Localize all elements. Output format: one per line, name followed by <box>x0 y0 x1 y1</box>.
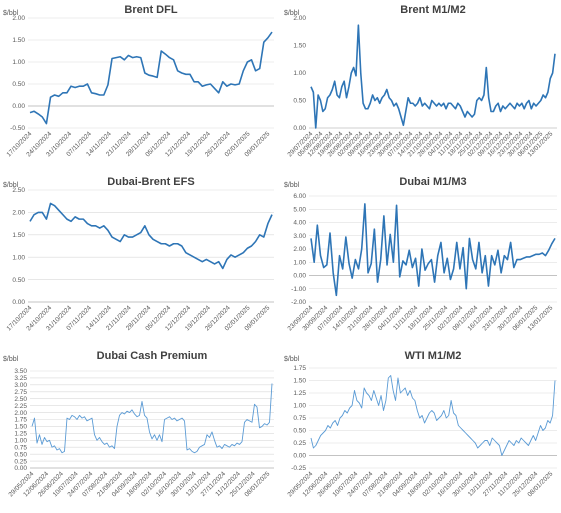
chart-panel: Brent M1/M2 $/bbl 0.00 0.50 1.00 1.50 2.00 29/0… <box>281 0 561 170</box>
y-unit-label: $/bbl <box>284 356 300 363</box>
y-tick-label: 1.00 <box>293 259 306 266</box>
y-tick-label: 3.00 <box>293 233 306 240</box>
y-tick-label: 0.25 <box>293 440 306 447</box>
y-tick-label: 0.00 <box>12 299 25 306</box>
series-line <box>310 375 556 456</box>
y-tick-label: 0.00 <box>293 125 306 132</box>
y-tick-label: 0.75 <box>14 444 27 451</box>
y-tick-label: 5.00 <box>293 206 306 213</box>
chart-svg: WTI M1/M2 $/bbl -0.25 0.00 0.25 0.50 0.75 1.00 1… <box>284 350 557 498</box>
chart-panel: Dubai-Brent EFS $/bbl 0.00 0.50 1.00 1.50 2.00… <box>0 172 280 342</box>
y-tick-label: 1.00 <box>12 254 25 261</box>
y-tick-label: 3.50 <box>14 368 27 375</box>
y-tick-label: 2.00 <box>293 15 306 22</box>
y-tick-label: 2.50 <box>14 396 27 403</box>
y-tick-label: 1.50 <box>293 43 306 50</box>
chart-title: Brent DFL <box>124 4 177 16</box>
chart-title: WTI M1/M2 <box>405 350 462 362</box>
series-line <box>310 24 556 129</box>
y-tick-label: 2.00 <box>12 210 25 217</box>
y-tick-label: 1.50 <box>12 37 25 44</box>
y-tick-label: 1.50 <box>293 378 306 385</box>
y-tick-label: 0.50 <box>12 81 25 88</box>
y-tick-label: 0.50 <box>12 277 25 284</box>
y-tick-label: 2.00 <box>12 15 25 22</box>
series-line <box>310 203 556 297</box>
y-tick-label: 0.75 <box>293 415 306 422</box>
chart-title: Brent M1/M2 <box>400 4 465 16</box>
y-tick-label: 0.00 <box>14 465 27 472</box>
y-tick-label: 0.25 <box>14 458 27 465</box>
chart-panel: Dubai Cash Premium $/bbl 0.00 0.25 0.50 0.75 1… <box>0 346 280 513</box>
chart-svg: Brent DFL$/bbl-0.500.000.501.001.502.001… <box>3 4 274 158</box>
y-tick-label: 1.50 <box>14 424 27 431</box>
chart-svg: Dubai Cash Premium$/bbl0.000.250.500.751… <box>3 350 274 498</box>
y-tick-label: -0.50 <box>10 125 25 132</box>
y-tick-label: 1.00 <box>12 59 25 66</box>
y-tick-label: 1.75 <box>14 417 27 424</box>
y-tick-label: 1.00 <box>14 437 27 444</box>
y-unit-label: $/bbl <box>3 356 19 363</box>
y-tick-label: -2.00 <box>291 299 306 306</box>
chart-title: Dubai-Brent EFS <box>107 176 194 188</box>
y-tick-label: 6.00 <box>293 193 306 200</box>
series-line <box>29 31 273 125</box>
chart-panel: Brent DFL $/bbl -0.50 0.00 0.50 1.00 1.50 2.00 1… <box>0 0 280 170</box>
y-unit-label: $/bbl <box>3 182 19 189</box>
chart-title: Dubai Cash Premium <box>97 350 208 362</box>
y-tick-label: 1.00 <box>293 70 306 77</box>
y-tick-label: 0.50 <box>293 98 306 105</box>
y-unit-label: $/bbl <box>284 10 300 17</box>
series-line <box>29 202 273 270</box>
chart-panel: Dubai M1/M3 $/bbl -2.00 -1.00 0.00 1.00 2.00 3.… <box>281 172 561 342</box>
y-tick-label: 1.50 <box>12 232 25 239</box>
y-tick-label: 3.25 <box>14 375 27 382</box>
chart-panel: WTI M1/M2 $/bbl -0.25 0.00 0.25 0.50 0.75 1.00 1… <box>281 346 561 513</box>
y-tick-label: 2.25 <box>14 403 27 410</box>
y-tick-label: 1.25 <box>14 431 27 438</box>
chart-svg: Dubai-Brent EFS $/bbl 0.00 0.50 1.00 1.50 2.00… <box>3 176 274 332</box>
y-tick-label: -1.00 <box>291 286 306 293</box>
y-tick-label: 1.75 <box>293 365 306 372</box>
y-tick-label: 2.00 <box>293 246 306 253</box>
y-tick-label: 1.25 <box>293 390 306 397</box>
chart-title: Dubai M1/M3 <box>399 176 466 188</box>
y-tick-label: 2.00 <box>14 410 27 417</box>
chart-svg: Brent M1/M2$/bbl0.000.501.001.502.0029/0… <box>284 4 557 158</box>
chart-svg: Dubai M1/M3 $/bbl -2.00 -1.00 0.00 1.00 2.00 3.… <box>284 176 557 332</box>
y-tick-label: 4.00 <box>293 220 306 227</box>
y-tick-label: 3.00 <box>14 382 27 389</box>
y-unit-label: $/bbl <box>284 182 300 189</box>
y-tick-label: 0.50 <box>293 428 306 435</box>
y-unit-label: $/bbl <box>3 10 19 17</box>
series-line <box>31 383 273 454</box>
y-tick-label: 2.50 <box>12 187 25 194</box>
y-tick-label: 1.00 <box>293 403 306 410</box>
y-tick-label: -0.25 <box>291 465 306 472</box>
y-tick-label: 2.75 <box>14 389 27 396</box>
y-tick-label: 0.50 <box>14 451 27 458</box>
y-tick-label: 0.00 <box>293 453 306 460</box>
y-tick-label: 0.00 <box>12 103 25 110</box>
y-tick-label: 0.00 <box>293 273 306 280</box>
